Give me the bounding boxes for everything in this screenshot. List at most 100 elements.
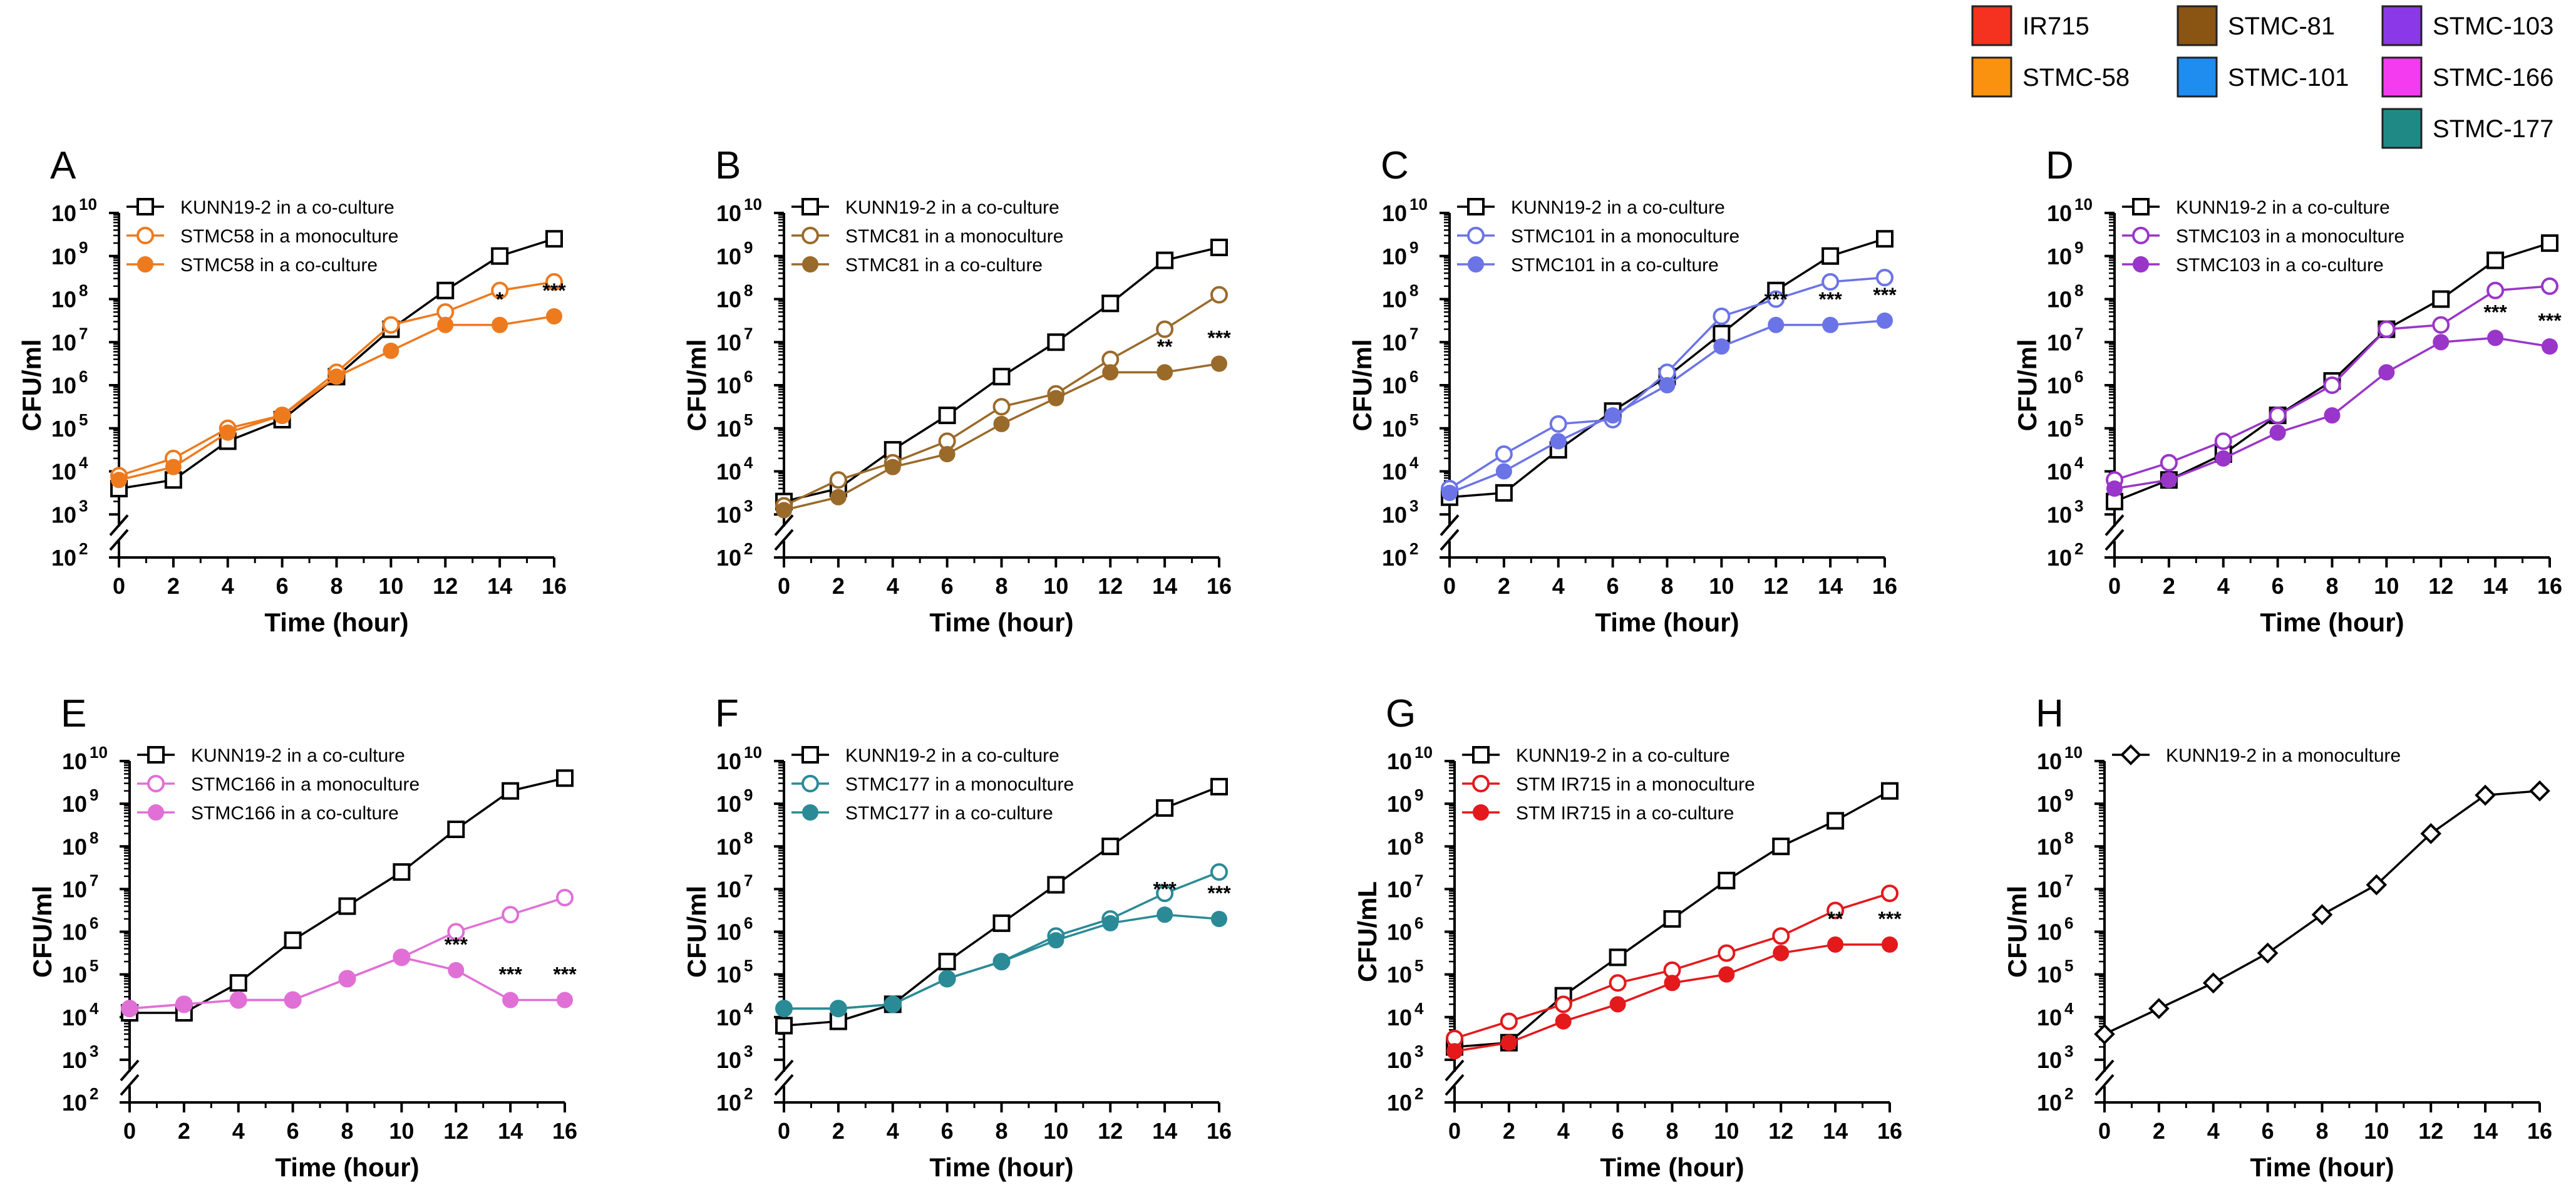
x-tick-label: 4 <box>2207 1118 2220 1144</box>
legend-marker <box>1472 775 1490 792</box>
data-point <box>1718 944 1736 962</box>
y-tick-exponent: 9 <box>1414 785 1423 804</box>
data-point <box>1495 445 1513 463</box>
legend-swatch <box>2381 5 2423 46</box>
y-tick-label: 10 <box>2037 1005 2062 1030</box>
data-point <box>1664 975 1681 992</box>
data-point <box>447 821 465 838</box>
figure-legend-item: STMC-177 <box>2381 108 2553 149</box>
y-tick-exponent: 3 <box>744 1042 753 1060</box>
data-point <box>284 931 302 950</box>
x-tick-label: 16 <box>2537 573 2562 599</box>
data-point <box>121 1000 138 1017</box>
y-tick-label: 10 <box>51 329 76 355</box>
legend-entry: STMC166 in a co-culture <box>191 803 399 824</box>
data-point <box>393 863 411 881</box>
y-axis-label: CFU/ml <box>28 886 57 978</box>
figure-legend-item: STMC-101 <box>2177 56 2349 98</box>
data-point <box>1210 863 1228 881</box>
panel-label: B <box>715 144 741 187</box>
data-point <box>338 897 356 915</box>
axis-break-mark <box>120 1059 140 1082</box>
legend-marker <box>2133 256 2149 272</box>
data-point <box>2269 424 2286 441</box>
y-tick-exponent: 8 <box>744 828 753 847</box>
y-tick-label: 10 <box>62 876 87 902</box>
axis-break-mark <box>109 529 129 551</box>
data-point <box>1210 286 1228 304</box>
data-point <box>2160 472 2177 489</box>
y-tick-exponent: 4 <box>1414 999 1424 1018</box>
data-point <box>111 472 127 489</box>
legend-marker <box>147 746 165 764</box>
y-tick-exponent: 4 <box>744 453 753 472</box>
legend-entry: STMC81 in a co-culture <box>845 255 1043 276</box>
y-tick-exponent: 8 <box>744 281 753 300</box>
y-tick-label: 10 <box>716 1047 741 1073</box>
x-tick-label: 14 <box>498 1118 523 1144</box>
legend-entry: KUNN19-2 in a co-culture <box>191 745 405 766</box>
x-tick-label: 0 <box>2098 1118 2111 1144</box>
y-tick-exponent: 10 <box>2074 195 2093 214</box>
y-tick-exponent: 5 <box>1409 410 1418 429</box>
y-tick-label: 10 <box>1382 244 1407 269</box>
legend-label: STMC-103 <box>2433 13 2553 40</box>
legend-marker <box>801 775 819 792</box>
x-tick-label: 2 <box>832 573 845 599</box>
legend-entry: KUNN19-2 in a co-culture <box>180 197 394 218</box>
data-point <box>1555 1013 1572 1030</box>
legend-entry: STMC81 in a monoculture <box>845 226 1064 247</box>
data-point <box>1554 995 1572 1013</box>
y-tick-label: 10 <box>1382 459 1407 485</box>
data-point <box>2378 364 2395 381</box>
data-point <box>1549 415 1567 433</box>
x-tick-label: 12 <box>1098 573 1123 599</box>
y-axis-label: CFU/ml <box>682 339 711 432</box>
y-tick-label: 10 <box>1387 791 1412 817</box>
x-axis-label: Time (hour) <box>264 608 408 637</box>
data-point <box>938 953 956 971</box>
x-tick-label: 4 <box>887 573 899 599</box>
data-point <box>1495 463 1512 480</box>
y-tick-label: 10 <box>62 791 87 817</box>
y-tick-label: 10 <box>1387 1005 1412 1030</box>
y-tick-exponent: 7 <box>2064 871 2073 889</box>
data-point <box>175 996 192 1013</box>
data-point <box>2432 290 2450 308</box>
data-point <box>2323 376 2341 394</box>
axis-break-mark <box>2105 514 2125 536</box>
data-point <box>992 398 1011 416</box>
y-tick-exponent: 7 <box>2074 324 2083 343</box>
legend-marker <box>137 198 154 215</box>
y-tick-label: 10 <box>716 416 741 442</box>
legend-entry: STMC103 in a co-culture <box>2176 255 2384 276</box>
data-point <box>546 308 562 324</box>
y-tick-exponent: 10 <box>2064 743 2083 762</box>
data-point <box>1500 1034 1517 1051</box>
axis-break-mark <box>2094 1074 2115 1096</box>
y-tick-exponent: 9 <box>79 238 88 257</box>
data-point <box>2486 251 2505 269</box>
x-tick-label: 4 <box>222 573 234 599</box>
y-tick-exponent: 6 <box>744 367 753 386</box>
x-tick-label: 6 <box>1612 1118 1624 1144</box>
panel-label: G <box>1386 692 1416 735</box>
y-tick-label: 10 <box>1382 287 1407 313</box>
data-point <box>545 230 563 248</box>
y-tick-label: 10 <box>716 200 741 226</box>
x-tick-label: 8 <box>995 1118 1007 1144</box>
y-tick-label: 10 <box>2037 1090 2062 1116</box>
series-line <box>1454 943 1890 1052</box>
data-point <box>1718 966 1735 983</box>
data-point <box>993 415 1010 432</box>
x-axis-label: Time (hour) <box>1600 1153 1744 1182</box>
data-point <box>1821 273 1840 291</box>
legend-marker <box>148 804 164 821</box>
data-point <box>1609 974 1627 992</box>
x-tick-label: 2 <box>1503 1118 1515 1144</box>
y-tick-exponent: 2 <box>744 1084 753 1103</box>
y-tick-label: 10 <box>2037 876 2062 902</box>
data-point <box>1881 884 1899 903</box>
y-axis-label: CFU/ml <box>1347 339 1377 432</box>
